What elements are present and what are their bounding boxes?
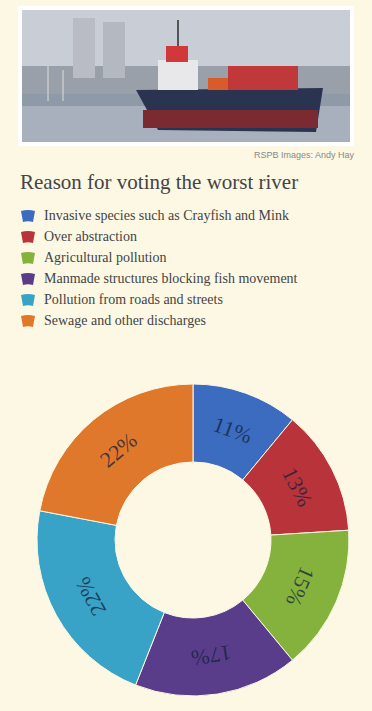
html-text:Over abstraction: Over abstraction <box>44 228 137 244</box>
svg-text:22%: 22% <box>95 427 142 472</box>
svg-text:11%: 11% <box>210 411 256 448</box>
html-text:RSPB Images: Andy Hay: RSPB Images: Andy Hay <box>254 150 354 160</box>
html-text:Pollution from roads and stree: Pollution from roads and streets <box>44 291 223 307</box>
svg-text:15%: 15% <box>281 563 320 610</box>
svg-text:17%: 17% <box>189 640 233 671</box>
html-text:Sewage and other discharges: Sewage and other discharges <box>44 312 206 328</box>
html-text:Reason for voting the worst ri: Reason for voting the worst river <box>20 170 299 194</box>
html-text:Invasive species such as Crayf: Invasive species such as Crayfish and Mi… <box>44 207 289 223</box>
html-text:Manmade structures blocking fi: Manmade structures blocking fish movemen… <box>44 270 298 286</box>
svg-text:13%: 13% <box>277 463 318 510</box>
svg-text:22%: 22% <box>70 573 111 620</box>
html-text:Agricultural pollution: Agricultural pollution <box>44 249 167 265</box>
